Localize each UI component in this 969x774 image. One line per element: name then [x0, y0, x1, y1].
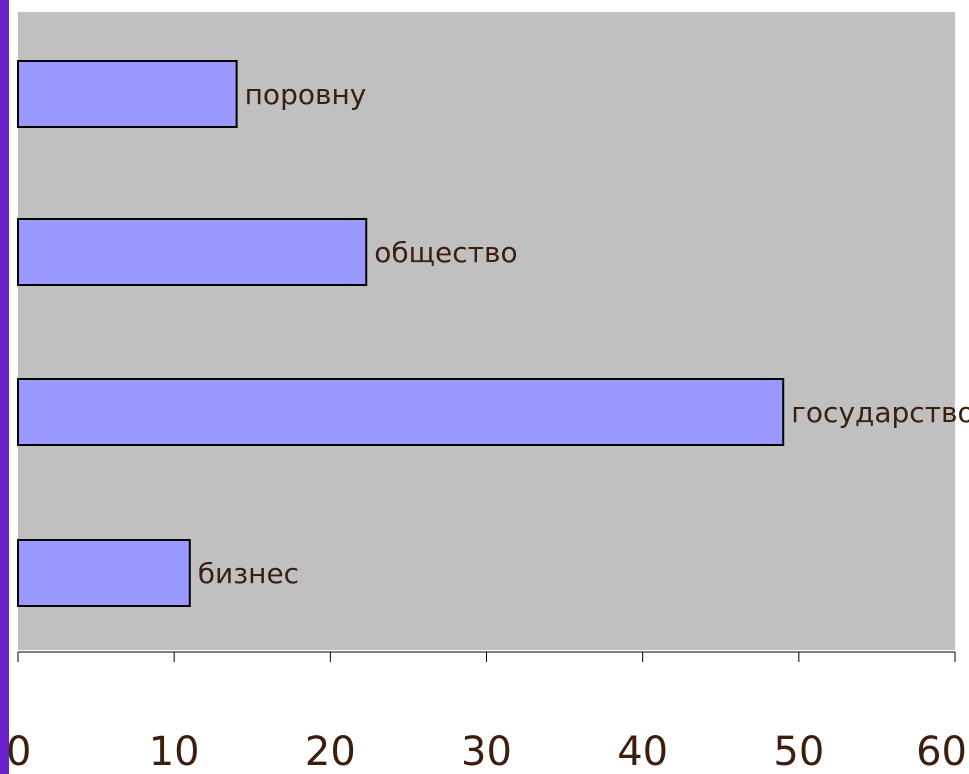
x-tick-label-4: 40: [617, 729, 668, 774]
x-tick-label-0: 0: [6, 729, 31, 774]
x-tick-label-2: 20: [305, 729, 356, 774]
x-axis: 0 10 20 30 40 50 60: [6, 651, 967, 774]
bars-group: [17, 60, 785, 607]
bar-2: [17, 378, 785, 446]
x-tick-label-1: 10: [149, 729, 200, 774]
bar-labels-group: поровну общество государство бизнес: [198, 78, 969, 590]
x-tick-label-5: 50: [773, 729, 824, 774]
bar-label-1: общество: [374, 236, 517, 269]
bar-1: [17, 218, 368, 286]
bar-label-0: поровну: [245, 78, 367, 111]
bar-0: [17, 60, 238, 128]
x-tick-label-3: 30: [461, 729, 512, 774]
bar-3: [17, 539, 191, 607]
bar-label-3: бизнес: [198, 557, 299, 590]
x-tick-label-6: 60: [916, 729, 967, 774]
bar-label-2: государство: [791, 396, 969, 429]
